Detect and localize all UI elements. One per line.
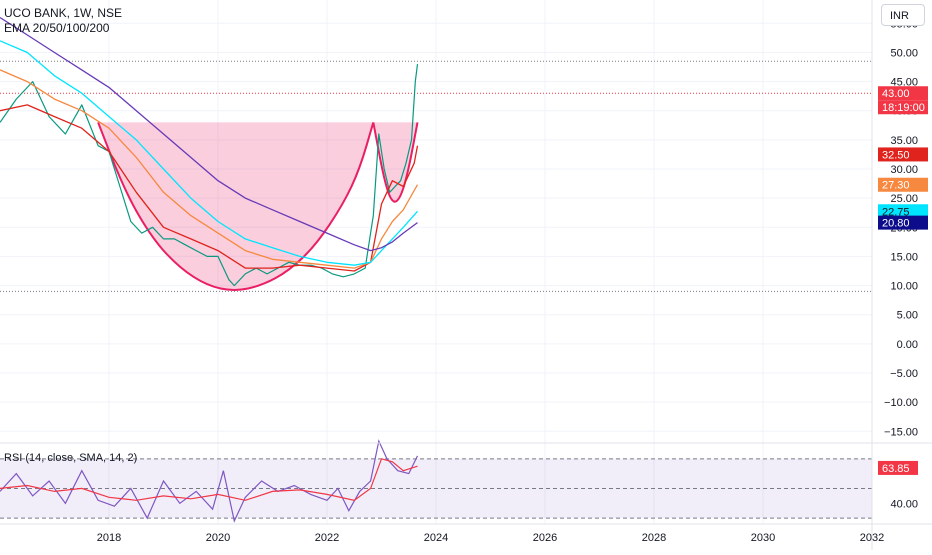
x-tick-label: 2022 (315, 532, 339, 544)
y-tick-label: −5.00 (890, 368, 918, 380)
y-tick-label: 35.00 (890, 135, 918, 147)
rsi-badge (878, 460, 918, 475)
rsi-legend: RSI (14, close, SMA, 14, 2) (4, 452, 138, 464)
y-tick-label: −15.00 (884, 426, 918, 438)
y-tick-label: 30.00 (890, 164, 918, 176)
cup-and-handle-pattern (97, 122, 419, 291)
price-badge-label: 20.80 (882, 218, 910, 230)
price-badge (878, 100, 928, 115)
x-tick-label: 2018 (97, 532, 121, 544)
y-tick-label: 10.00 (890, 281, 918, 293)
rsi-line (0, 439, 419, 523)
y-tick-label: −10.00 (884, 397, 918, 409)
x-tick-label: 2020 (206, 532, 230, 544)
rsi-pane (0, 439, 872, 523)
cup-outline (97, 122, 375, 291)
price-badge-label: 43.00 (882, 88, 910, 100)
ema-20-line (0, 104, 419, 272)
rsi-badge-label: 63.85 (882, 463, 910, 475)
rsi-y-tick-label: 40.00 (890, 498, 918, 510)
price-badge (878, 177, 928, 192)
handle-fill (373, 122, 418, 202)
price-badge-label: 22.75 (882, 206, 910, 218)
y-tick-label: 50.00 (890, 47, 918, 59)
y-tick-label: 45.00 (890, 77, 918, 89)
price-badge (878, 86, 928, 101)
price-badge-label: 32.50 (882, 149, 910, 161)
y-tick-label: 25.00 (890, 193, 918, 205)
price-badge-label: 27.30 (882, 180, 910, 192)
rsi-ma-line (0, 458, 418, 501)
ema-50-line (0, 69, 419, 269)
price-badge-label: 18:19:00 (882, 102, 925, 114)
ema-100-line (0, 40, 418, 266)
y-tick-label: 0.00 (897, 339, 918, 351)
price-badge (878, 204, 928, 219)
price-badge (878, 147, 928, 162)
x-tick-label: 2026 (533, 532, 557, 544)
horizontal-levels (0, 60, 872, 292)
x-tick-label: 2030 (751, 532, 775, 544)
price-series (0, 16, 419, 287)
ema-legend: EMA 20/50/100/200 (4, 21, 110, 35)
symbol-legend: UCO BANK, 1W, NSE (4, 6, 123, 20)
price-badge (878, 215, 928, 230)
x-tick-label: 2024 (424, 532, 448, 544)
y-tick-label: 5.00 (897, 310, 918, 322)
ema-200-line (0, 16, 418, 252)
x-tick-label: 2028 (642, 532, 666, 544)
currency-button[interactable]: INR (881, 4, 925, 26)
cup-fill (98, 122, 374, 290)
grid (0, 0, 873, 524)
y-tick-label: 15.00 (890, 251, 918, 263)
